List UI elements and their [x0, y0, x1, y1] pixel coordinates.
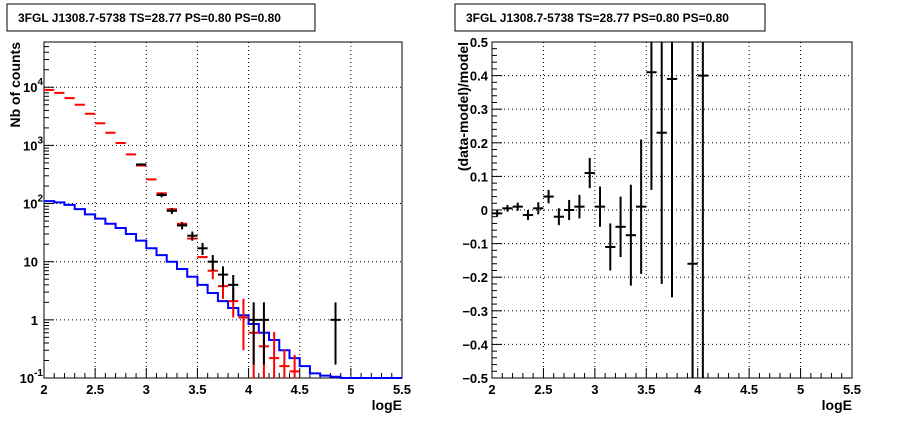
- y-tick-label: −0.1: [462, 237, 488, 252]
- x-tick-label: 4: [245, 382, 253, 397]
- x-tick-label: 5.5: [393, 382, 411, 397]
- left-chart-panel: 3FGL J1308.7-5738 TS=28.77 PS=0.80 PS=0.…: [6, 3, 411, 413]
- y-tick-label: 0.1: [470, 169, 488, 184]
- y-tick-label: 0.4: [470, 69, 489, 84]
- left-chart-title: 3FGL J1308.7-5738 TS=28.77 PS=0.80 PS=0.…: [18, 11, 281, 25]
- x-tick-label: 3.5: [637, 382, 655, 397]
- right-series: [492, 42, 708, 378]
- x-tick-label: 2: [488, 382, 495, 397]
- y-tick-label: −0.4: [462, 337, 488, 352]
- y-tick-label: −0.5: [462, 371, 488, 386]
- x-tick-label: 2.5: [534, 382, 552, 397]
- y-tick-label: 102: [23, 194, 43, 212]
- left-x-axis-label: logE: [372, 397, 402, 413]
- x-tick-label: 4.5: [291, 382, 309, 397]
- y-tick-label: −0.2: [462, 270, 488, 285]
- y-tick-label: −0.3: [462, 304, 488, 319]
- right-chart-panel: 3FGL J1308.7-5738 TS=28.77 PS=0.80 PS=0.…: [454, 3, 861, 413]
- y-tick-label: 103: [23, 135, 43, 153]
- left-y-axis-label: Nb of counts: [7, 42, 23, 128]
- x-tick-label: 3: [143, 382, 150, 397]
- right-ticks: 2 2.5 3 3.5 4 4.5 5 5.5 −0.5 −0.4 −0.3 −0.2 −0.1 0 0.1…: [462, 35, 861, 397]
- x-tick-label: 3.5: [188, 382, 206, 397]
- x-tick-label: 5: [347, 382, 354, 397]
- y-tick-label: 0: [481, 203, 488, 218]
- left-grid: [44, 42, 402, 378]
- x-tick-label: 2.5: [86, 382, 104, 397]
- x-tick-label: 5.5: [843, 382, 861, 397]
- right-chart-title: 3FGL J1308.7-5738 TS=28.77 PS=0.80 PS=0.…: [466, 11, 729, 25]
- right-x-axis-label: logE: [822, 397, 852, 413]
- y-tick-label: 0.3: [470, 102, 488, 117]
- x-tick-label: 4: [694, 382, 702, 397]
- left-plot-frame: [43, 41, 403, 379]
- y-tick-label: 0.2: [470, 136, 488, 151]
- left-title-box: [6, 3, 316, 32]
- y-tick-label: 1: [31, 313, 38, 328]
- left-series: [44, 88, 402, 379]
- right-title-box: [454, 3, 766, 32]
- y-tick-label: 0.5: [470, 35, 488, 50]
- left-ticks: 2 2.5 3 3.5 4 4.5 5 5.5 10-1 1 10 102 103 104: [20, 41, 411, 397]
- x-tick-label: 5: [797, 382, 804, 397]
- x-tick-label: 4.5: [740, 382, 758, 397]
- model-step-line: [44, 200, 402, 379]
- y-tick-label: 104: [23, 77, 43, 95]
- x-tick-label: 3: [591, 382, 598, 397]
- y-tick-label: 10: [24, 255, 38, 270]
- y-tick-label: 10-1: [20, 368, 44, 386]
- right-y-axis-label: (data-model)/model: [455, 42, 471, 171]
- x-tick-label: 2: [40, 382, 47, 397]
